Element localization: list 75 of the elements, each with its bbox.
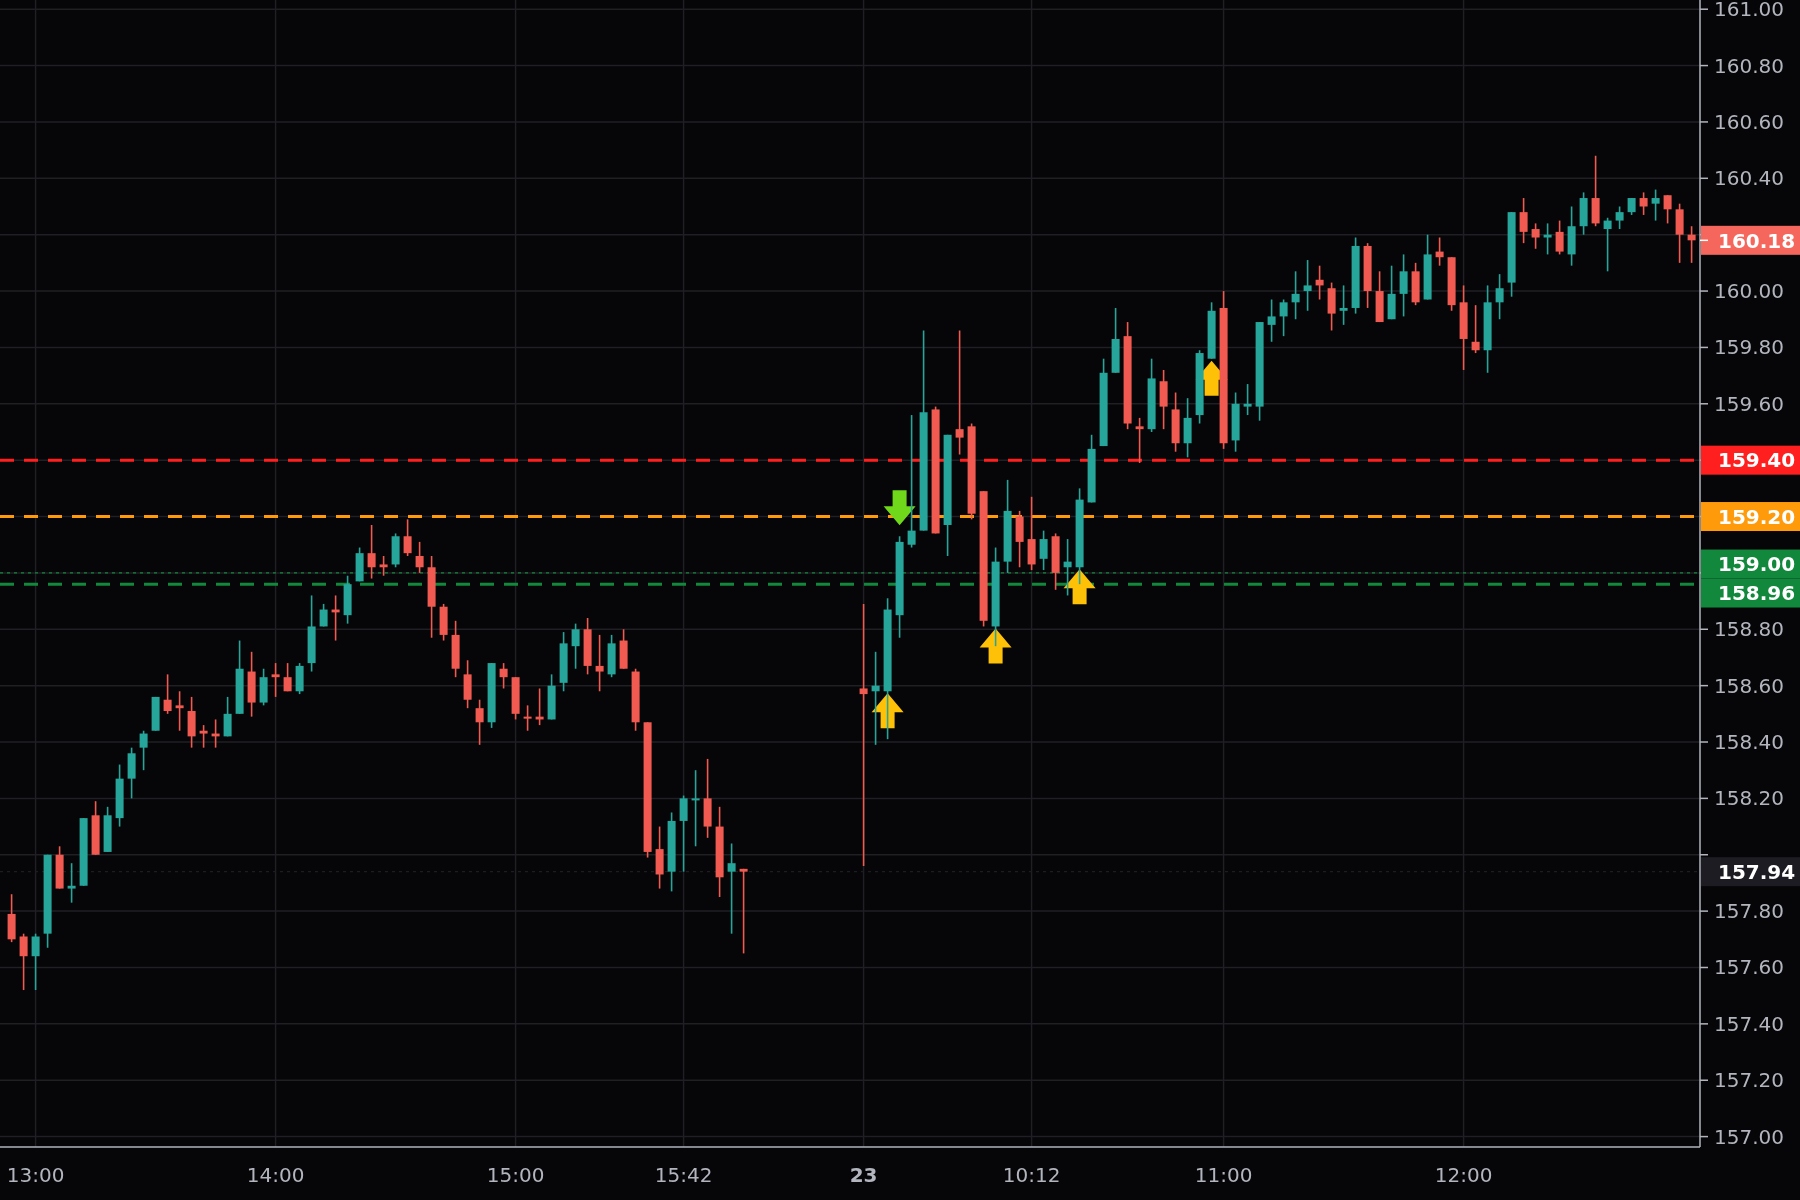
y-tick-label: 157.00 [1714, 1124, 1784, 1149]
ref-line-label: 158.96 [1718, 581, 1796, 606]
candlestick [595, 634, 604, 693]
candlestick [955, 329, 964, 456]
candlestick [415, 541, 424, 574]
candlestick [1291, 270, 1300, 321]
candlestick [67, 862, 76, 904]
candlestick [139, 729, 148, 771]
y-tick-label: 159.60 [1714, 391, 1784, 416]
candlestick [175, 690, 184, 732]
candlestick [499, 662, 508, 690]
candlestick [1639, 191, 1648, 216]
y-tick-label: 157.20 [1714, 1068, 1784, 1093]
y-tick-label: 158.80 [1714, 617, 1784, 642]
candlestick [1651, 188, 1660, 222]
candlestick [739, 868, 748, 955]
candlestick [271, 662, 280, 698]
ref-line-label: 159.00 [1718, 552, 1796, 577]
ref-line-label: 159.40 [1718, 448, 1796, 473]
candlestick [1039, 529, 1048, 571]
candlestick [523, 704, 532, 732]
candlestick [475, 698, 484, 746]
candlestick [31, 932, 40, 991]
candlestick [379, 555, 388, 577]
candlestick [283, 662, 292, 693]
candlestick [1471, 304, 1480, 354]
y-tick-label: 158.20 [1714, 786, 1784, 811]
candlestick [1519, 197, 1528, 244]
x-tick-label: 14:00 [246, 1163, 305, 1187]
candlestick [367, 524, 376, 580]
y-tick-label: 158.60 [1714, 673, 1784, 698]
candlestick [163, 673, 172, 715]
ref-line-label: 159.20 [1718, 504, 1796, 529]
y-tick-label: 157.40 [1714, 1011, 1784, 1036]
candlestick [19, 932, 28, 991]
candlestick [679, 794, 688, 873]
x-tick-label: 11:00 [1194, 1163, 1253, 1187]
candlestick [199, 724, 208, 749]
candlestick [1399, 253, 1408, 318]
y-tick-label: 158.40 [1714, 730, 1784, 755]
x-tick-label: 10:12 [1002, 1163, 1061, 1187]
x-tick-label: 15:00 [486, 1163, 545, 1187]
candlestick [1339, 284, 1348, 326]
y-tick-label: 157.60 [1714, 955, 1784, 980]
candlestick [1603, 216, 1612, 273]
y-tick-label: 161.00 [1714, 0, 1784, 22]
y-tick-label: 160.80 [1714, 53, 1784, 78]
candlestick [1135, 417, 1144, 464]
x-tick-label: 23 [849, 1163, 878, 1187]
y-tick-label: 160.00 [1714, 279, 1784, 304]
x-tick-label: 15:42 [654, 1163, 713, 1187]
candlestick [727, 842, 736, 935]
y-tick-label: 160.60 [1714, 109, 1784, 134]
y-tick-label: 159.80 [1714, 335, 1784, 360]
candlestick [1267, 298, 1276, 343]
candlestick [907, 414, 916, 549]
y-tick-label: 160.40 [1714, 166, 1784, 191]
candlestick [1279, 298, 1288, 337]
x-tick-label: 13:00 [6, 1163, 65, 1187]
candlestick [1243, 383, 1252, 416]
candlestick [1555, 219, 1564, 256]
candlestick [223, 696, 232, 738]
text: 160.18 [1718, 228, 1796, 253]
candlestick [1303, 259, 1312, 312]
candlestick [691, 769, 700, 848]
candlestick [403, 518, 412, 557]
candlestick [859, 603, 868, 867]
candlestick [1495, 273, 1504, 321]
x-tick-label: 12:00 [1434, 1163, 1493, 1187]
candlestick [1531, 222, 1540, 250]
candlestick [1615, 205, 1624, 230]
ref-line-label: 157.94 [1718, 859, 1796, 884]
candlestick [571, 622, 580, 670]
candlestick [1663, 194, 1672, 225]
y-tick-label: 157.80 [1714, 899, 1784, 924]
